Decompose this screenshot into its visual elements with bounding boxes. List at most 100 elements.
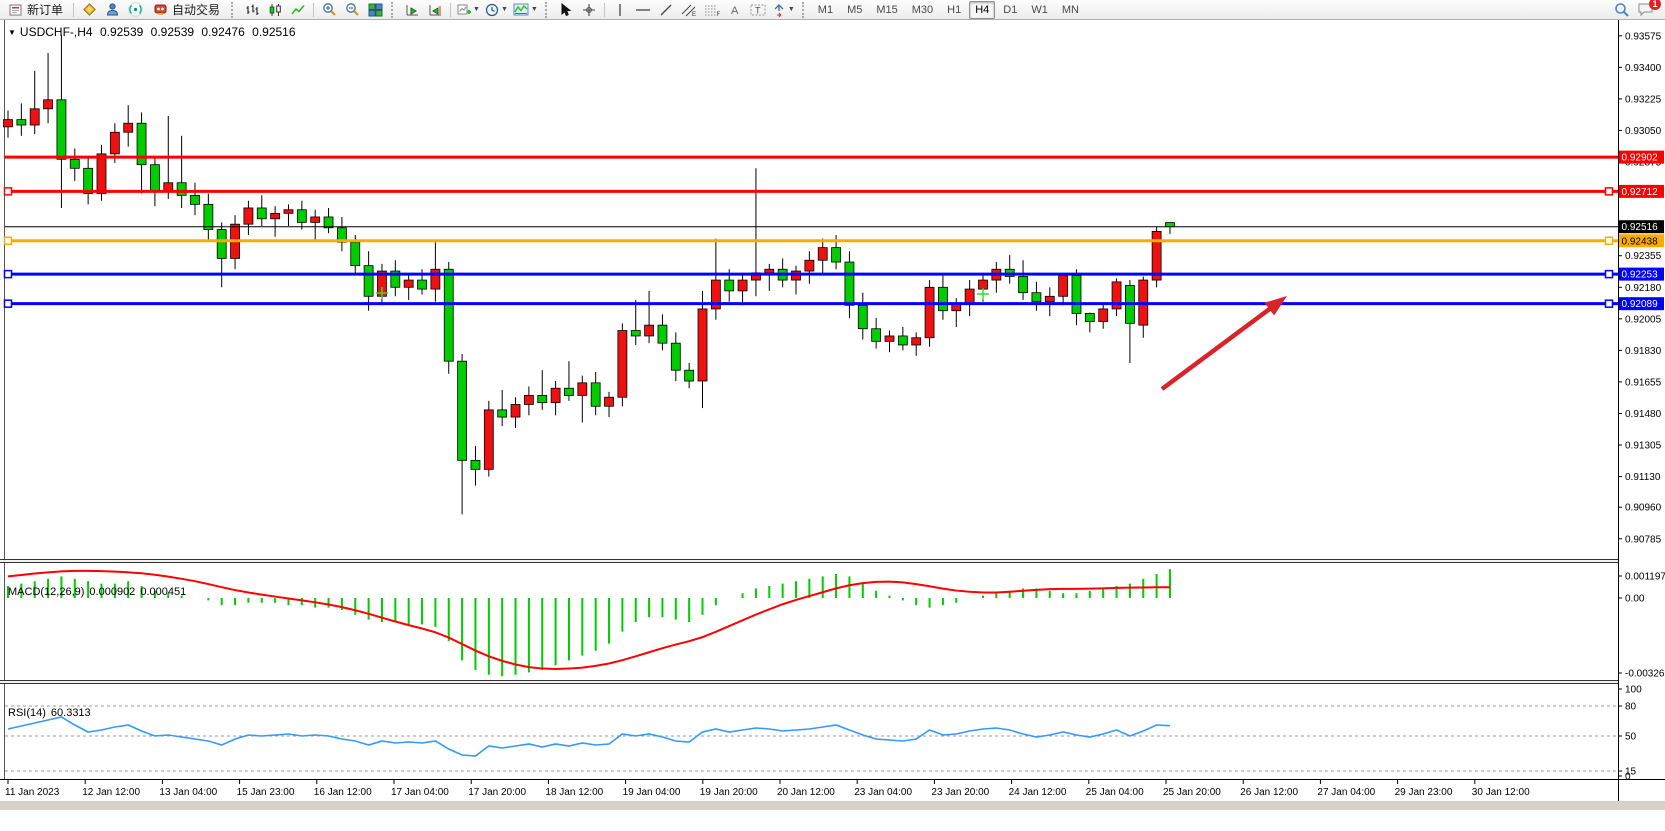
line-handle[interactable] bbox=[1604, 187, 1614, 196]
svg-text:E: E bbox=[692, 12, 696, 17]
price-badge-0.92516 bbox=[1619, 220, 1664, 234]
timeframe-button-MN[interactable]: MN bbox=[1061, 3, 1079, 16]
candle-body bbox=[83, 167, 94, 194]
candle-body bbox=[630, 330, 641, 337]
line-handle[interactable] bbox=[3, 187, 13, 196]
time-axis[interactable]: 11 Jan 2023 12 Jan 12:00 13 Jan 04:00 15 Ja… bbox=[0, 779, 1665, 799]
toolbar-grip[interactable] bbox=[801, 1, 807, 18]
candle-body bbox=[457, 360, 468, 461]
chart-shift-button[interactable] bbox=[424, 1, 446, 19]
auto-trading-button[interactable]: 自动交易 bbox=[147, 1, 226, 19]
chart-canvas[interactable]: 0.935750.934000.932250.930500.928750.927… bbox=[0, 0, 1665, 811]
line-chart-button[interactable] bbox=[287, 1, 309, 19]
horizontal-line-tool-button[interactable] bbox=[632, 1, 654, 19]
label-tool-button[interactable]: T bbox=[747, 1, 769, 19]
market-button[interactable] bbox=[78, 1, 100, 19]
rsi-name: RSI(14) bbox=[8, 707, 46, 719]
chart-shift-icon bbox=[429, 4, 441, 15]
candle-body bbox=[216, 229, 227, 259]
cursor-icon bbox=[561, 2, 572, 16]
separator bbox=[603, 2, 605, 17]
bar-chart-button[interactable] bbox=[241, 1, 263, 19]
rsi-axis-label: 100 bbox=[1625, 685, 1642, 696]
timeframe-button-D1[interactable]: D1 bbox=[1003, 3, 1018, 16]
add-indicator-icon bbox=[457, 4, 472, 14]
period-clock-button[interactable]: ▼ bbox=[483, 1, 510, 19]
candle-body bbox=[1044, 295, 1055, 303]
text-icon: A bbox=[731, 5, 739, 17]
channel-tool-button[interactable]: E bbox=[678, 1, 700, 19]
timeframe-button-M5[interactable]: M5 bbox=[847, 3, 863, 16]
zoom-in-button[interactable] bbox=[318, 1, 340, 19]
time-label: 19 Jan 20:00 bbox=[700, 787, 758, 798]
candle-body bbox=[710, 279, 721, 310]
price-axis[interactable]: 0.935750.934000.932250.930500.928750.927… bbox=[1618, 1, 1665, 801]
zoom-out-button[interactable] bbox=[341, 1, 363, 19]
price-tick-label: 0.91830 bbox=[1625, 346, 1662, 357]
candle-body bbox=[350, 241, 361, 267]
svg-text:A: A bbox=[731, 5, 739, 17]
line-handle[interactable] bbox=[1604, 269, 1614, 279]
trend-arrow-shaft[interactable] bbox=[1160, 304, 1274, 391]
crosshair-tool-button[interactable] bbox=[578, 1, 600, 19]
one-click-trading-arrow-icon[interactable]: ▼ bbox=[8, 28, 16, 37]
timeframe-button-H1[interactable]: H1 bbox=[947, 3, 962, 16]
candle-body bbox=[924, 286, 935, 339]
candles bbox=[3, 34, 1175, 515]
trendline-tool-button[interactable] bbox=[655, 1, 677, 19]
candle-body bbox=[938, 286, 948, 312]
cursor-tool-button[interactable] bbox=[555, 1, 577, 19]
text-tool-button[interactable]: A bbox=[724, 1, 746, 19]
bar-low: 0.92476 bbox=[201, 25, 245, 39]
person-icon bbox=[106, 3, 118, 16]
price-tick-label: 0.93050 bbox=[1625, 126, 1662, 137]
line-handle[interactable] bbox=[1604, 299, 1614, 308]
search-button[interactable] bbox=[1611, 1, 1633, 19]
arrows-tool-button[interactable]: ▼ bbox=[770, 1, 797, 19]
toolbar-grip[interactable] bbox=[544, 1, 550, 18]
tile-windows-button[interactable] bbox=[364, 1, 386, 19]
trend-arrow-head[interactable] bbox=[1264, 296, 1287, 316]
time-label: 23 Jan 20:00 bbox=[931, 787, 989, 798]
toolbar-grip[interactable] bbox=[391, 1, 396, 18]
template-icon bbox=[513, 3, 529, 16]
panel-splitter[interactable] bbox=[0, 559, 1665, 563]
timeframe-button-M15[interactable]: M15 bbox=[876, 3, 898, 16]
crosshair-icon bbox=[582, 3, 595, 16]
add-indicator-button[interactable]: ▼ bbox=[455, 1, 482, 19]
candle-body bbox=[978, 279, 988, 290]
timeframe-button-M1[interactable]: M1 bbox=[817, 3, 834, 16]
toolbar-grip[interactable] bbox=[231, 1, 236, 18]
timeframe-button-H4[interactable]: H4 bbox=[969, 0, 996, 19]
notifications-button[interactable]: 1 bbox=[1634, 0, 1661, 19]
panel-splitter[interactable] bbox=[0, 680, 1665, 684]
trendline-icon bbox=[660, 4, 672, 15]
price-tick-label: 0.93575 bbox=[1625, 31, 1662, 42]
signals-button[interactable] bbox=[124, 1, 146, 19]
candlestick-chart-button[interactable] bbox=[264, 1, 286, 19]
candle-body bbox=[564, 387, 574, 396]
candle-body bbox=[323, 216, 334, 229]
price-badge-0.92089 bbox=[1619, 297, 1664, 311]
line-handle[interactable] bbox=[3, 236, 13, 246]
timeframe-button-M30[interactable]: M30 bbox=[911, 3, 934, 16]
robot-icon bbox=[154, 4, 167, 15]
rsi-line bbox=[7, 716, 1171, 757]
new-order-button[interactable]: 新订单 bbox=[3, 1, 69, 19]
candle-body bbox=[1031, 292, 1042, 303]
fibonacci-tool-button[interactable]: F bbox=[701, 1, 723, 19]
candle-body bbox=[523, 395, 534, 405]
line-handle[interactable] bbox=[3, 269, 13, 279]
timeframe-button-W1[interactable]: W1 bbox=[1031, 3, 1048, 16]
community-button[interactable] bbox=[101, 1, 123, 19]
auto-scroll-button[interactable] bbox=[401, 1, 423, 19]
time-label: 27 Jan 04:00 bbox=[1317, 787, 1375, 798]
trade-plus-marker bbox=[977, 288, 989, 300]
line-handle[interactable] bbox=[1604, 236, 1614, 246]
new-order-icon bbox=[9, 4, 22, 15]
candle-body bbox=[657, 324, 668, 344]
zoom-out-icon bbox=[345, 3, 359, 16]
vertical-line-tool-button[interactable] bbox=[609, 1, 631, 19]
line-handle[interactable] bbox=[3, 299, 13, 308]
template-button[interactable]: ▼ bbox=[511, 1, 540, 19]
